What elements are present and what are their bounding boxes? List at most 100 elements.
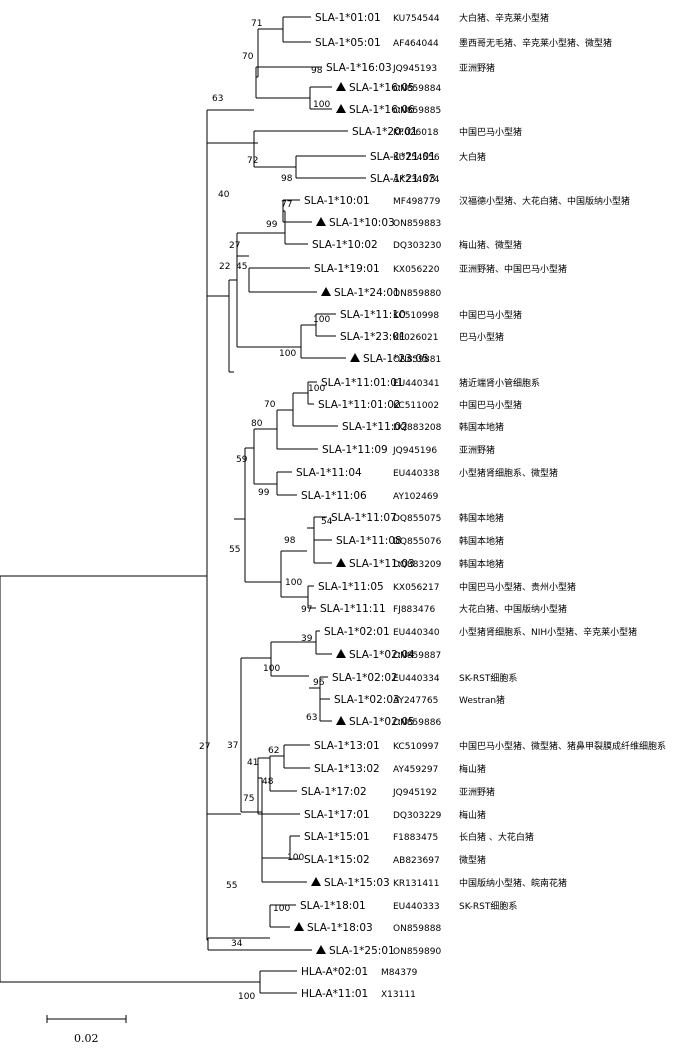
taxon-name: SLA-1*13:01 xyxy=(314,740,380,752)
bootstrap-value: 100 xyxy=(263,664,280,674)
bootstrap-value: 100 xyxy=(273,904,290,914)
taxon-name: SLA-1*13:02 xyxy=(314,763,380,775)
sample-marker-icon xyxy=(336,716,346,725)
tree-branches xyxy=(0,16,366,994)
bootstrap-value: 99 xyxy=(258,488,270,498)
taxon-name: SLA-1*18:03 xyxy=(307,922,373,934)
bootstrap-value: 98 xyxy=(284,536,296,546)
accession-number: JQ945193 xyxy=(392,64,437,74)
breed-source: 韩国本地猪 xyxy=(459,421,504,433)
bootstrap-value: 59 xyxy=(236,455,248,465)
breed-source: 大白猪、辛克莱小型猪 xyxy=(459,12,549,24)
sample-marker-icon xyxy=(311,877,321,886)
taxon-name: SLA-1*02:03 xyxy=(334,694,400,706)
bootstrap-value: 22 xyxy=(219,262,230,272)
taxon-name: SLA-1*16:03 xyxy=(326,62,392,74)
taxon-name: SLA-1*02:04 xyxy=(349,649,415,661)
bootstrap-value: 41 xyxy=(247,758,258,768)
taxon-name: SLA-1*18:01 xyxy=(300,900,366,912)
accession-number: KX056217 xyxy=(393,583,439,593)
taxon-name: SLA-1*23:05 xyxy=(363,353,429,365)
taxon-name: SLA-1*11:02 xyxy=(342,421,408,433)
breed-source: 韩国本地猪 xyxy=(459,512,504,524)
sample-marker-icon xyxy=(321,287,331,296)
bootstrap-value: 70 xyxy=(264,400,276,410)
taxon-name: SLA-1*11:06 xyxy=(301,490,367,502)
scale-bar-label: 0.02 xyxy=(74,1032,99,1045)
taxon-name: SLA-1*16:06 xyxy=(349,104,415,116)
taxon-name: SLA-1*21:01 xyxy=(370,151,436,163)
breed-source: 中国巴马小型猪、微型猪、猪鼻甲裂膜成纤维细胞系 xyxy=(459,740,666,752)
taxon-name: SLA-1*02:02 xyxy=(332,672,398,684)
breed-source: 长白猪 、大花白猪 xyxy=(459,831,534,843)
breed-source: 亚洲野猪、中国巴马小型猪 xyxy=(459,263,567,275)
sample-marker-icon xyxy=(336,649,346,658)
taxon-name: SLA-1*15:03 xyxy=(324,877,390,889)
bootstrap-value: 97 xyxy=(301,605,312,615)
tree-leaves: SLA-1*01:01 KU754544 大白猪、辛克莱小型猪 SLA-1*05:01… xyxy=(294,12,666,1000)
bootstrap-value: 71 xyxy=(251,19,262,29)
bootstrap-value: 63 xyxy=(306,713,317,723)
bootstrap-value: 100 xyxy=(287,853,304,863)
sample-marker-icon xyxy=(350,353,360,362)
scale-bar: 0.02 xyxy=(46,1015,127,1045)
accession-number: KC510997 xyxy=(393,742,439,752)
bootstrap-value: 100 xyxy=(313,315,330,325)
accession-number: KX056220 xyxy=(393,265,440,275)
taxon-name: SLA-1*02:05 xyxy=(349,716,415,728)
accession-number: EU440334 xyxy=(393,674,440,684)
bootstrap-value: 100 xyxy=(285,578,302,588)
accession-number: ON859888 xyxy=(393,924,441,934)
accession-number: EU440341 xyxy=(393,379,440,389)
breed-source: 中国巴马小型猪、贵州小型猪 xyxy=(459,581,576,593)
bootstrap-value: 39 xyxy=(301,634,313,644)
taxon-name: SLA-1*11:09 xyxy=(322,444,388,456)
breed-source: 大白猪 xyxy=(459,151,486,163)
breed-source: 大花白猪、中国版纳小型猪 xyxy=(459,603,567,615)
accession-number: AY247765 xyxy=(393,696,438,706)
taxon-name: HLA-A*11:01 xyxy=(301,988,368,1000)
accession-number: ON859883 xyxy=(393,219,441,229)
taxon-name: SLA-1*15:01 xyxy=(304,831,370,843)
bootstrap-value: 99 xyxy=(266,220,278,230)
bootstrap-value: 27 xyxy=(229,241,240,251)
taxon-name: SLA-1*24:01 xyxy=(334,287,400,299)
bootstrap-value: 96 xyxy=(313,678,325,688)
bootstrap-value: 70 xyxy=(242,52,254,62)
breed-source: 亚洲野猪 xyxy=(459,786,495,798)
sample-marker-icon xyxy=(294,922,304,931)
taxon-name: SLA-1*01:01 xyxy=(315,12,381,24)
accession-number: AF464044 xyxy=(393,39,439,49)
accession-number: M84379 xyxy=(381,968,418,978)
taxon-name: SLA-1*17:01 xyxy=(304,809,370,821)
bootstrap-value: 62 xyxy=(268,746,279,756)
sample-marker-icon xyxy=(316,217,326,226)
accession-number: ON859886 xyxy=(393,718,441,728)
accession-number: KU754556 xyxy=(393,153,440,163)
accession-number: AK234574 xyxy=(393,175,440,185)
breed-source: 小型猪肾细胞系、NIH小型猪、辛克莱小型猪 xyxy=(459,626,637,638)
taxon-name: SLA-1*11:01:02 xyxy=(318,399,401,411)
accession-number: ON859890 xyxy=(393,947,441,957)
breed-source: 中国版纳小型猪、皖南花猪 xyxy=(459,877,567,889)
breed-source: 亚洲野猪 xyxy=(459,444,495,456)
taxon-name: SLA-1*16:05 xyxy=(349,82,415,94)
bootstrap-value: 80 xyxy=(251,419,263,429)
accession-number: KR131411 xyxy=(393,879,440,889)
breed-source: 小型猪肾细胞系、微型猪 xyxy=(459,467,558,479)
taxon-name: SLA-1*10:01 xyxy=(304,195,370,207)
accession-number: MF498779 xyxy=(393,197,441,207)
breed-source: 韩国本地猪 xyxy=(459,558,504,570)
accession-number: KC511002 xyxy=(393,401,439,411)
bootstrap-value: 27 xyxy=(199,742,210,752)
accession-number: KC510998 xyxy=(393,311,439,321)
bootstrap-value: 100 xyxy=(279,349,296,359)
taxon-name: SLA-1*11:10 xyxy=(340,309,406,321)
taxon-name: SLA-1*10:02 xyxy=(312,239,378,251)
accession-number: EU440338 xyxy=(393,469,440,479)
accession-number: ON859885 xyxy=(393,106,441,116)
taxon-name: SLA-1*17:02 xyxy=(301,786,367,798)
accession-number: DQ303230 xyxy=(393,241,442,251)
breed-source: 梅山猪、微型猪 xyxy=(459,239,522,251)
